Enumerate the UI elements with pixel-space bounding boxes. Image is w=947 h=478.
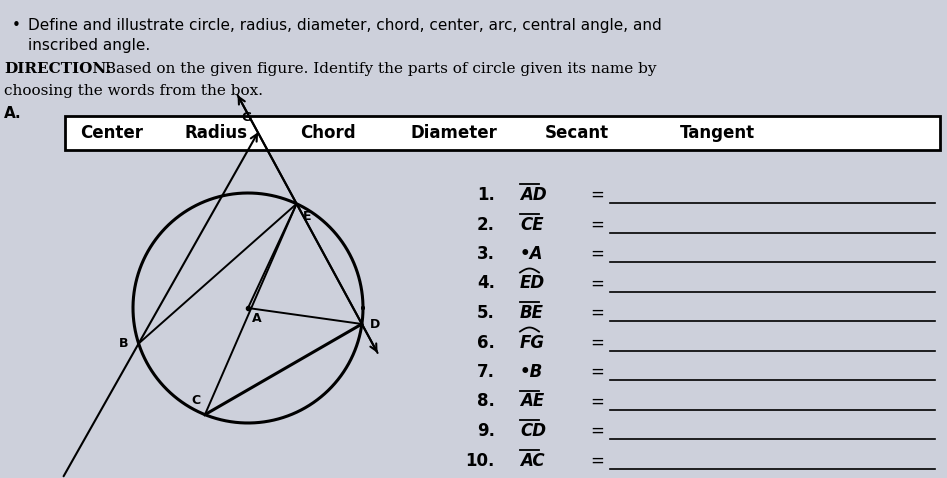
Text: choosing the words from the box.: choosing the words from the box. bbox=[4, 84, 263, 98]
Text: Based on the given figure. Identify the parts of circle given its name by: Based on the given figure. Identify the … bbox=[100, 62, 656, 76]
Text: 9.: 9. bbox=[477, 422, 495, 440]
Text: 3.: 3. bbox=[477, 245, 495, 263]
Text: inscribed angle.: inscribed angle. bbox=[28, 38, 151, 53]
Text: AC: AC bbox=[520, 452, 545, 469]
Text: =: = bbox=[590, 452, 604, 469]
Text: Diameter: Diameter bbox=[410, 124, 497, 142]
Text: DIRECTION:: DIRECTION: bbox=[4, 62, 112, 76]
Text: =: = bbox=[590, 186, 604, 204]
Text: Center: Center bbox=[80, 124, 143, 142]
Text: Secant: Secant bbox=[545, 124, 609, 142]
Text: Chord: Chord bbox=[300, 124, 356, 142]
Text: =: = bbox=[590, 334, 604, 351]
Text: 2.: 2. bbox=[477, 216, 495, 233]
Text: 4.: 4. bbox=[477, 274, 495, 293]
Bar bbox=[65, 116, 940, 150]
Text: ED: ED bbox=[520, 274, 545, 293]
Text: G: G bbox=[241, 111, 252, 124]
Text: =: = bbox=[590, 422, 604, 440]
Text: A: A bbox=[252, 312, 261, 325]
Text: FG: FG bbox=[520, 334, 545, 351]
Text: C: C bbox=[192, 393, 201, 407]
Text: =: = bbox=[590, 245, 604, 263]
Text: 7.: 7. bbox=[477, 363, 495, 381]
Text: 8.: 8. bbox=[477, 392, 495, 411]
Text: AD: AD bbox=[520, 186, 546, 204]
Text: =: = bbox=[590, 304, 604, 322]
Text: =: = bbox=[590, 363, 604, 381]
Text: 6.: 6. bbox=[477, 334, 495, 351]
Text: •B: •B bbox=[520, 363, 544, 381]
Text: •: • bbox=[12, 18, 21, 33]
Text: 1.: 1. bbox=[477, 186, 495, 204]
Text: CD: CD bbox=[520, 422, 546, 440]
Text: Define and illustrate circle, radius, diameter, chord, center, arc, central angl: Define and illustrate circle, radius, di… bbox=[28, 18, 662, 33]
Text: =: = bbox=[590, 216, 604, 233]
Text: B: B bbox=[119, 337, 129, 350]
Text: CE: CE bbox=[520, 216, 544, 233]
Text: E: E bbox=[303, 210, 312, 223]
Text: BE: BE bbox=[520, 304, 544, 322]
Text: AE: AE bbox=[520, 392, 545, 411]
Text: •A: •A bbox=[520, 245, 544, 263]
Text: 10.: 10. bbox=[466, 452, 495, 469]
Text: Radius: Radius bbox=[185, 124, 248, 142]
Text: =: = bbox=[590, 392, 604, 411]
Text: D: D bbox=[370, 317, 380, 330]
Text: =: = bbox=[590, 274, 604, 293]
Text: Tangent: Tangent bbox=[680, 124, 755, 142]
Text: A.: A. bbox=[4, 106, 22, 121]
Text: 5.: 5. bbox=[477, 304, 495, 322]
